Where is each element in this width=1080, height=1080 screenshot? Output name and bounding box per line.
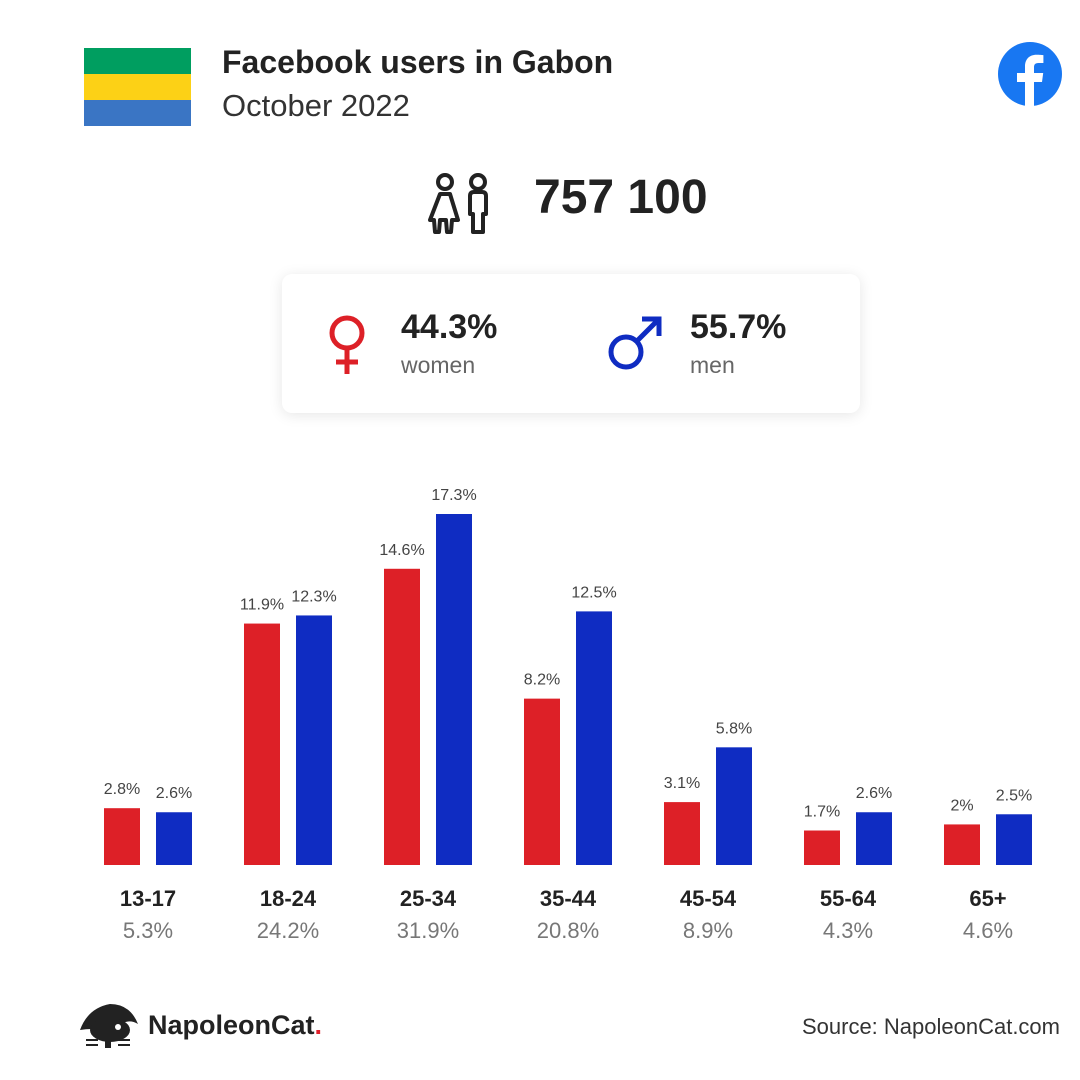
- data-label: 17.3%: [431, 487, 476, 504]
- data-label: 2.8%: [104, 781, 140, 798]
- women-label: women: [401, 352, 476, 378]
- bar-women-35-44: [524, 698, 560, 865]
- category-label: 65+: [969, 886, 1006, 911]
- people-icon: [428, 173, 488, 234]
- category-total: 31.9%: [397, 918, 459, 943]
- bar-women-18-24: [244, 623, 280, 865]
- data-label: 14.6%: [379, 542, 424, 559]
- category-total: 24.2%: [257, 918, 319, 943]
- category-total: 4.3%: [823, 918, 873, 943]
- data-label: 1.7%: [804, 804, 840, 821]
- data-label: 2.5%: [996, 787, 1032, 804]
- category-label: 45-54: [680, 886, 737, 911]
- data-label: 2%: [950, 797, 973, 814]
- category-label: 18-24: [260, 886, 317, 911]
- female-symbol-icon: [329, 315, 365, 374]
- category-total: 8.9%: [683, 918, 733, 943]
- gender-card: 44.3% women 55.7% men: [282, 274, 860, 413]
- data-label: 11.9%: [240, 597, 284, 614]
- gabon-flag: [84, 48, 191, 126]
- bar-men-25-34: [436, 514, 472, 865]
- category-label: 25-34: [400, 886, 457, 911]
- age-bar-chart: 2.8% 2.6% 13-17 5.3% 11.9% 12.3% 18-24 24.2% 14.…: [104, 487, 1032, 943]
- bar-men-35-44: [576, 611, 612, 865]
- category-total: 20.8%: [537, 918, 599, 943]
- category-label: 13-17: [120, 886, 176, 911]
- data-label: 2.6%: [156, 785, 192, 802]
- category-total: 5.3%: [123, 918, 173, 943]
- page-subtitle: October 2022: [222, 88, 410, 123]
- source-text: Source: NapoleonCat.com: [801, 1014, 1060, 1039]
- bar-women-25-34: [384, 568, 420, 865]
- data-label: 3.1%: [664, 775, 700, 792]
- bar-women-65+: [944, 824, 980, 865]
- women-percent: 44.3%: [401, 308, 498, 346]
- bar-men-13-17: [156, 812, 192, 865]
- data-label: 2.6%: [856, 785, 892, 802]
- data-label: 8.2%: [524, 672, 560, 689]
- brand-name: NapoleonCat.: [148, 1010, 323, 1040]
- bar-men-45-54: [716, 747, 752, 865]
- category-total: 4.6%: [963, 918, 1013, 943]
- bar-women-45-54: [664, 802, 700, 865]
- male-symbol-icon: [608, 316, 662, 370]
- page-title: Facebook users in Gabon: [222, 44, 614, 80]
- men-percent: 55.7%: [690, 308, 787, 346]
- category-label: 55-64: [820, 886, 877, 911]
- bar-men-55-64: [856, 812, 892, 865]
- bar-men-18-24: [296, 615, 332, 865]
- napoleoncat-logo: [80, 1004, 138, 1048]
- data-label: 12.5%: [571, 584, 616, 601]
- category-label: 35-44: [540, 886, 597, 911]
- bar-women-55-64: [804, 830, 840, 865]
- data-label: 12.3%: [291, 588, 336, 605]
- data-label: 5.8%: [716, 720, 752, 737]
- total-users: 757 100: [534, 171, 708, 224]
- facebook-icon: [998, 42, 1062, 106]
- men-label: men: [690, 352, 735, 378]
- bar-men-65+: [996, 814, 1032, 865]
- bar-women-13-17: [104, 808, 140, 865]
